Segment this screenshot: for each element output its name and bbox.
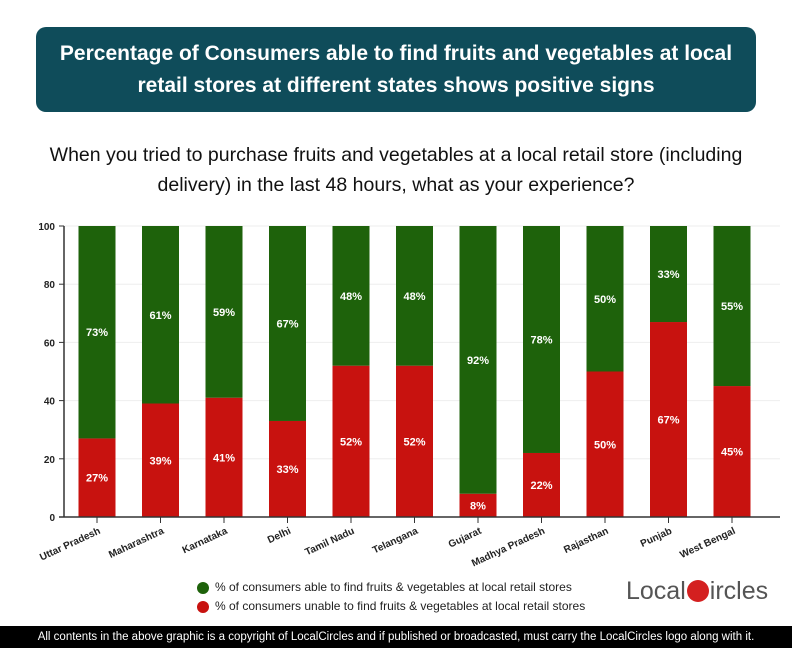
data-label: 78% [530, 334, 552, 346]
data-label: 55% [721, 301, 743, 313]
y-tick-label: 100 [38, 222, 55, 233]
data-label: 8% [470, 500, 486, 512]
y-tick-label: 40 [44, 397, 56, 408]
y-tick-label: 80 [44, 280, 56, 291]
legend: % of consumers able to find fruits & veg… [197, 578, 585, 616]
chart-title: Percentage of Consumers able to find fru… [36, 27, 756, 112]
bar-able [269, 226, 306, 421]
data-label: 92% [467, 355, 489, 367]
x-tick-label: West Bengal [678, 526, 737, 561]
data-label: 39% [149, 455, 171, 467]
bar-able [78, 226, 116, 439]
data-label: 48% [340, 291, 362, 303]
data-label: 45% [721, 447, 743, 459]
bar-unable [332, 365, 370, 517]
y-tick-label: 60 [44, 338, 56, 349]
bar-unable [205, 397, 243, 517]
stacked-bar-chart: 0 20 40 60 80 100 27% 73% Uttar Pradesh 39% 61% Mah… [38, 222, 780, 569]
data-label: 67% [657, 415, 679, 427]
data-label: 67% [276, 318, 298, 330]
bar-able [396, 226, 433, 366]
bar-able [459, 226, 497, 494]
data-label: 33% [657, 269, 679, 281]
data-label: 61% [149, 310, 171, 322]
x-tick-label: Punjab [639, 526, 674, 550]
bar-unable [142, 403, 179, 517]
bar-able [586, 226, 624, 372]
x-tick-label: Telangana [371, 526, 420, 557]
survey-question: When you tried to purchase fruits and ve… [49, 144, 743, 196]
x-tick-label: Tamil Nadu [303, 526, 356, 558]
bar-able [713, 226, 751, 387]
bar-able [205, 226, 243, 398]
bar-able [332, 226, 370, 366]
data-label: 22% [530, 480, 552, 492]
y-tick-label: 0 [49, 513, 55, 524]
bar-unable [269, 420, 306, 517]
bar-able [650, 226, 687, 323]
legend-item-unable: % of consumers unable to find fruits & v… [197, 597, 585, 616]
x-tick-label: Karnataka [181, 526, 230, 557]
x-tick-label: Delhi [266, 526, 293, 546]
bar-unable [586, 371, 624, 517]
bar-able [142, 226, 179, 404]
bar-unable [713, 386, 751, 517]
data-label: 52% [403, 436, 425, 448]
x-tick-label: Rajasthan [562, 526, 610, 556]
copyright-footer: All contents in the above graphic is a c… [0, 626, 792, 648]
data-label: 48% [403, 291, 425, 303]
data-label: 50% [594, 439, 616, 451]
data-label: 41% [213, 452, 235, 464]
x-tick-label: Gujarat [447, 525, 484, 550]
data-label: 33% [276, 464, 298, 476]
data-label: 50% [594, 294, 616, 306]
bar-unable [650, 322, 687, 517]
legend-label: % of consumers unable to find fruits & v… [215, 599, 586, 613]
data-label: 73% [86, 327, 108, 339]
bar-able [523, 226, 560, 453]
x-tick-label: Uttar Pradesh [38, 526, 102, 564]
bar-unable [459, 493, 497, 517]
bar-unable [523, 452, 560, 517]
legend-swatch [197, 581, 209, 594]
bar-unable [396, 365, 433, 517]
x-tick-label: Maharashtra [107, 526, 166, 561]
localcircles-logo: Local ircles [626, 577, 769, 605]
data-label: 52% [340, 436, 362, 448]
bar-unable [78, 438, 116, 517]
legend-label: % of consumers able to find fruits & veg… [215, 580, 572, 594]
data-label: 59% [213, 307, 235, 319]
y-tick-label: 20 [44, 455, 56, 466]
legend-item-able: % of consumers able to find fruits & veg… [197, 578, 585, 597]
legend-swatch [197, 600, 209, 613]
data-label: 27% [86, 473, 108, 485]
